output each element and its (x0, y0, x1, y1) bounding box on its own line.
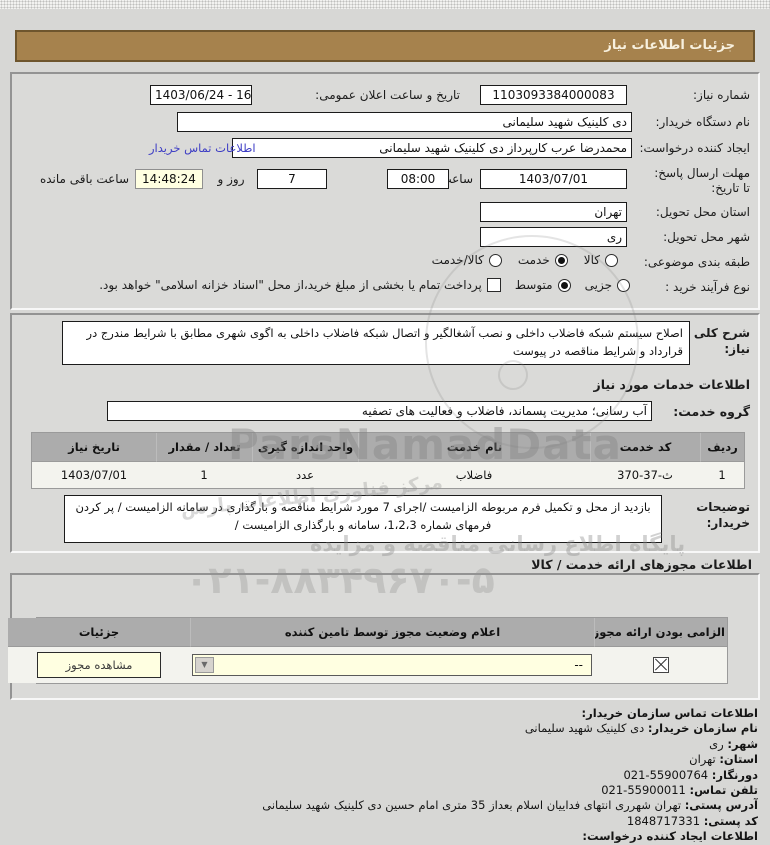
services-col-row: ردیف (700, 433, 744, 462)
radio-medium-dot[interactable] (557, 278, 571, 292)
treasury-checkbox[interactable] (486, 278, 501, 292)
services-col-code: کد خدمت (590, 433, 700, 462)
services-col-qty: تعداد / مقدار (156, 433, 252, 462)
permit-required-cell (594, 647, 727, 683)
services-col-name: نام خدمت (358, 433, 590, 462)
subject-class-label: طبقه بندی موضوعی: (643, 255, 750, 269)
contact-line: تلفن تماس: 55900011-021 (601, 783, 758, 798)
services-col-date: تاریخ نیاز (32, 433, 156, 462)
radio-goods[interactable]: کالا (584, 253, 618, 267)
deadline-date-input[interactable]: 1403/07/01 (480, 169, 627, 189)
radio-goods-label: کالا (583, 253, 600, 267)
radio-medium-label: متوسط (514, 278, 553, 292)
permits-col-details: جزئیات (8, 618, 190, 647)
deadline-time-input[interactable]: 08:00 (387, 169, 449, 189)
contact-line: شهر: ری (709, 736, 758, 751)
services-col-unit: واحد اندازه گیری (252, 433, 358, 462)
contact-line: استان: تهران (689, 752, 758, 767)
services-panel: شرح کلی نیاز: اصلاح سیستم شبکه فاضلاب دا… (10, 313, 760, 553)
buyer-notes-label: توضیحات خریدار: (696, 500, 750, 530)
radio-goods-service-label: کالا/خدمت (431, 253, 484, 267)
contact-line: دورنگار: 55900764-021 (623, 767, 758, 782)
process-type-label: نوع فرآیند خرید : (665, 280, 750, 294)
announce-datetime-label: تاریخ و ساعت اعلان عمومی: (315, 88, 460, 102)
page-title: جزئیات اطلاعات نیاز (15, 30, 755, 62)
view-permit-button[interactable]: مشاهده مجوز (37, 652, 161, 678)
delivery-province-input[interactable]: تهران (480, 202, 627, 222)
subject-class-radiogroup: کالا خدمت کالا/خدمت (432, 253, 618, 267)
days-and-label: روز و (217, 172, 245, 186)
deadline-label: مهلت ارسال پاسخ: تا تاریخ: (654, 166, 750, 195)
need-desc-label: شرح کلی نیاز: (693, 326, 750, 356)
hours-remaining-label: ساعت باقی مانده (39, 172, 129, 186)
services-section-title: اطلاعات خدمات مورد نیاز (593, 377, 751, 392)
countdown-timer: 14:48:24 (135, 169, 203, 189)
service-group-input[interactable]: آب رسانی؛ مدیریت پسماند، فاضلاب و فعالیت… (107, 401, 652, 421)
radio-goods-service-dot[interactable] (488, 253, 502, 267)
buyer-org-input[interactable]: دی کلینیک شهید سلیمانی (177, 112, 632, 132)
buyer-org-label: نام دستگاه خریدار: (655, 115, 751, 129)
radio-goods-dot[interactable] (605, 253, 618, 267)
permits-panel: الزامی بودن ارائه مجوز اعلام وضعیت مجوز … (8, 573, 760, 700)
service-row-qty: 1 (156, 462, 252, 488)
permits-col-required: الزامی بودن ارائه مجوز (594, 618, 727, 647)
service-row-code: ث-37-370 (590, 462, 700, 488)
permit-status-value: -- (574, 658, 583, 672)
treasury-checkbox-label: پرداخت تمام یا بخشی از مبلغ خرید،از محل … (99, 278, 482, 292)
delivery-city-label: شهر محل تحویل: (663, 230, 750, 244)
radio-partial-label: جزیی (584, 278, 612, 292)
need-number-label: شماره نیاز: (693, 88, 750, 102)
request-creator-input[interactable]: محمدرضا عرب کارپرداز دی کلینیک شهید سلیم… (232, 138, 632, 158)
service-row-name: فاضلاب (358, 462, 590, 488)
deadline-days-value[interactable]: 7 (257, 169, 327, 189)
permit-status-dropdown[interactable]: -- ▼ (192, 654, 592, 676)
need-number-value[interactable]: 1103093384000083 (480, 85, 627, 105)
radio-partial-dot[interactable] (617, 278, 630, 292)
permit-required-checkbox[interactable] (652, 657, 669, 673)
buyer-contact-block: اطلاعات تماس سازمان خریدار: نام سازمان خ… (10, 706, 758, 845)
radio-service-label: خدمت (517, 253, 550, 267)
permits-col-status: اعلام وضعیت مجوز توسط تامین کننده (190, 618, 594, 647)
contact-line: کد پستی: 1848717331 (626, 813, 758, 828)
main-fields-panel: شماره نیاز: 1103093384000083 تاریخ و ساع… (10, 72, 760, 310)
process-type-radiogroup: جزیی متوسط پرداخت تمام یا بخشی از مبلغ خ… (99, 278, 630, 292)
service-row-unit: عدد (252, 462, 358, 488)
contact-line: آدرس پستی: تهران شهرری انتهای فداییان اس… (262, 798, 758, 813)
services-table: ردیف کد خدمت نام خدمت واحد اندازه گیری ت… (31, 432, 745, 489)
radio-service[interactable]: خدمت (518, 253, 568, 267)
radio-service-dot[interactable] (554, 253, 568, 267)
radio-medium[interactable]: متوسط (515, 278, 571, 292)
radio-partial[interactable]: جزیی (585, 278, 630, 292)
chevron-down-icon[interactable]: ▼ (195, 657, 214, 673)
treasury-checkbox-item[interactable]: پرداخت تمام یا بخشی از مبلغ خرید،از محل … (99, 278, 501, 292)
permits-section-title: اطلاعات مجوزهای ارائه خدمت / کالا (531, 557, 752, 572)
radio-goods-service[interactable]: کالا/خدمت (432, 253, 502, 267)
delivery-city-input[interactable]: ری (480, 227, 627, 247)
permit-status-cell: -- ▼ (190, 647, 594, 683)
service-row-date: 1403/07/01 (32, 462, 156, 488)
need-desc-box: اصلاح سیستم شبکه فاضلاب داخلی و نصب آشغا… (62, 321, 690, 365)
page-top-texture (0, 0, 770, 9)
permit-details-cell: مشاهده مجوز (8, 647, 190, 683)
permits-table: الزامی بودن ارائه مجوز اعلام وضعیت مجوز … (8, 617, 728, 684)
buyer-notes-box: بازدید از محل و تکمیل فرم مربوطه الزامیس… (64, 495, 662, 543)
announce-datetime-value[interactable]: 1403/06/24 - 16:02 (150, 85, 252, 105)
request-creator-label: ایجاد کننده درخواست: (639, 141, 750, 155)
creator-info-title: اطلاعات ایجاد کننده درخواست: (582, 829, 758, 844)
service-group-label: گروه خدمت: (673, 404, 750, 419)
buyer-contact-link[interactable]: اطلاعات تماس خریدار (149, 141, 256, 155)
delivery-province-label: استان محل تحویل: (655, 205, 750, 219)
contact-line: نام سازمان خریدار: دی کلینیک شهید سلیمان… (524, 721, 758, 736)
service-row-index: 1 (700, 462, 744, 488)
contact-title: اطلاعات تماس سازمان خریدار: (581, 706, 758, 720)
